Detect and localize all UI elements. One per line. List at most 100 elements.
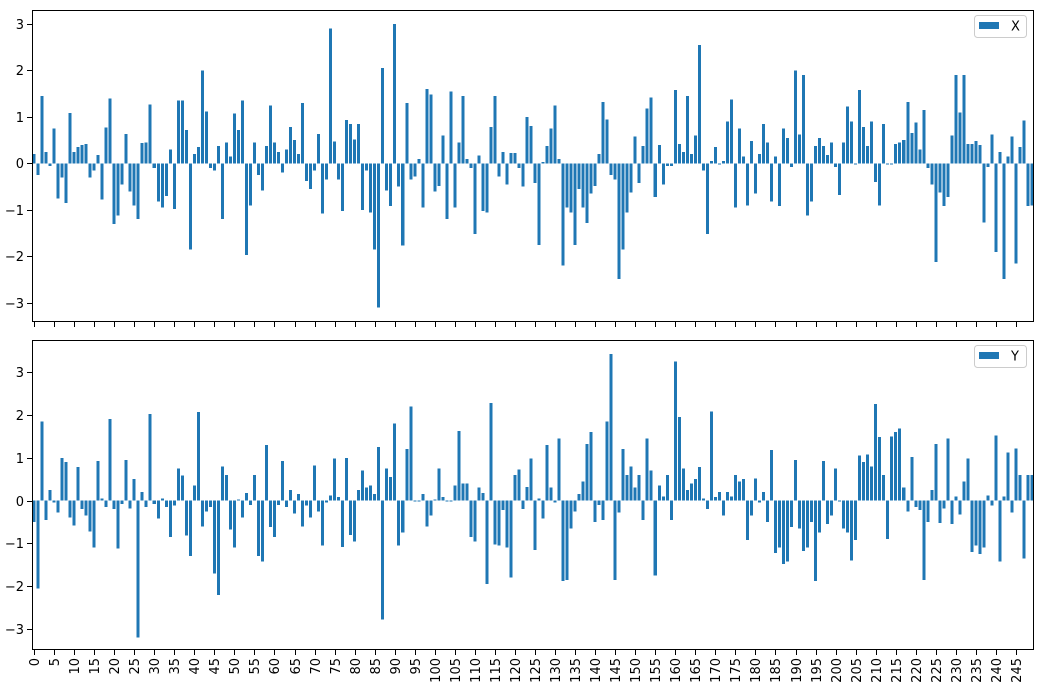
bar-y-117: [501, 500, 505, 510]
bar-y-96: [417, 500, 421, 502]
bar-x-76: [337, 163, 341, 180]
bar-x-204: [850, 121, 854, 164]
bar-x-28: [144, 142, 148, 164]
bar-y-3: [44, 500, 48, 520]
plot-area: [32, 10, 1034, 322]
bar-x-88: [385, 163, 389, 191]
bar-y-197: [822, 461, 826, 501]
bar-y-125: [533, 500, 537, 550]
xtick-label: 55: [248, 658, 263, 675]
bar-x-117: [501, 151, 505, 164]
bar-x-203: [846, 106, 850, 164]
bar-y-5: [52, 500, 56, 503]
bar-y-229: [950, 500, 954, 525]
bar-y-24: [128, 500, 132, 509]
ytick-label: 2: [16, 409, 24, 424]
bar-x-42: [200, 70, 204, 164]
bar-x-216: [898, 142, 902, 164]
bar-x-132: [561, 163, 565, 266]
bar-y-73: [325, 500, 329, 503]
bar-y-9: [68, 500, 72, 518]
legend-box: [974, 345, 1027, 368]
bar-y-144: [609, 354, 613, 501]
bar-y-142: [601, 500, 605, 520]
xtick-label: 40: [188, 658, 203, 675]
bar-x-234: [970, 143, 974, 164]
bar-y-225: [934, 444, 938, 501]
bar-y-62: [281, 461, 285, 501]
bar-x-169: [709, 161, 713, 164]
bar-y-216: [898, 428, 902, 501]
bar-y-48: [224, 474, 228, 501]
bar-x-98: [425, 89, 429, 164]
bar-x-214: [890, 163, 894, 165]
bar-y-147: [621, 449, 625, 501]
bar-x-101: [437, 163, 441, 186]
xtick-label: 185: [769, 658, 784, 683]
bar-x-9: [68, 113, 72, 164]
bar-x-215: [894, 143, 898, 164]
legend: X: [974, 15, 1027, 38]
bar-y-153: [645, 438, 649, 501]
bar-y-129: [549, 487, 553, 501]
bar-y-77: [341, 500, 345, 547]
bar-y-114: [489, 402, 493, 501]
bar-x-17: [100, 163, 104, 200]
bar-x-50: [232, 113, 236, 164]
bar-x-148: [625, 163, 629, 213]
bar-y-246: [1018, 474, 1022, 501]
bar-y-66: [297, 494, 301, 501]
bar-y-159: [669, 500, 673, 520]
bar-y-30: [152, 500, 156, 504]
bar-y-154: [649, 470, 653, 501]
bar-x-194: [810, 163, 814, 202]
bar-x-119: [509, 153, 513, 164]
bar-x-232: [962, 75, 966, 164]
bar-x-8: [64, 163, 68, 203]
bar-y-177: [741, 479, 745, 501]
bar-x-156: [657, 144, 661, 164]
xtick-label: 130: [549, 658, 564, 683]
xtick-label: 110: [469, 658, 484, 683]
bar-y-161: [677, 417, 681, 501]
bar-x-63: [285, 149, 289, 164]
bar-y-166: [697, 467, 701, 501]
bar-x-44: [208, 163, 212, 169]
bar-y-211: [878, 437, 882, 501]
bar-x-14: [88, 163, 92, 178]
bar-y-86: [377, 447, 381, 501]
bar-y-72: [321, 500, 325, 546]
bar-x-69: [309, 163, 313, 190]
bar-x-40: [192, 154, 196, 164]
xtick-label: 50: [228, 658, 243, 675]
bar-y-93: [405, 449, 409, 501]
bar-x-89: [389, 163, 393, 207]
ytick-label: −1: [5, 537, 24, 552]
bar-x-213: [886, 163, 890, 165]
bar-y-145: [613, 500, 617, 580]
bar-x-174: [729, 99, 733, 164]
bar-x-191: [798, 134, 802, 164]
bar-y-37: [180, 475, 184, 501]
bar-y-95: [413, 500, 417, 502]
bar-x-178: [745, 163, 749, 206]
bar-y-17: [100, 498, 104, 501]
bar-y-27: [140, 492, 144, 501]
bar-x-158: [665, 163, 669, 166]
axes-1: −3 −2 −1 0 1 2 3 X: [5, 10, 1034, 327]
bar-x-86: [377, 163, 381, 308]
bar-x-4: [48, 163, 52, 166]
ytick-label: −2: [5, 250, 24, 265]
bar-y-227: [942, 500, 946, 509]
ytick-label: −3: [5, 297, 24, 312]
bar-y-36: [176, 468, 180, 501]
bar-y-92: [401, 500, 405, 533]
ytick-label: 2: [16, 64, 24, 79]
xtick-label: 195: [810, 658, 825, 683]
bar-x-187: [782, 128, 786, 164]
bar-x-197: [822, 145, 826, 164]
bar-x-1: [36, 163, 40, 176]
bar-x-160: [673, 89, 677, 164]
bar-x-162: [681, 151, 685, 164]
bar-x-133: [565, 163, 569, 208]
